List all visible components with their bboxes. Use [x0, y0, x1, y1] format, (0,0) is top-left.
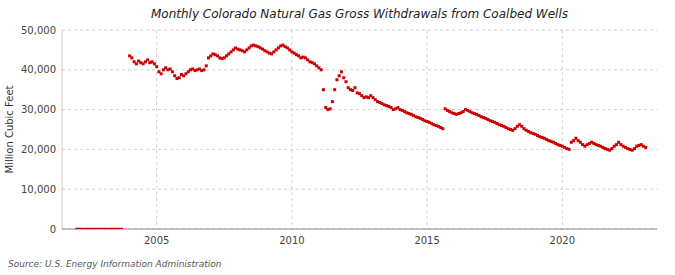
line-segment: [76, 228, 123, 229]
point: [130, 56, 133, 59]
point: [353, 86, 356, 89]
point: [205, 64, 208, 67]
point: [331, 100, 334, 103]
x-axis-line: [62, 229, 657, 230]
point: [322, 88, 325, 91]
point: [568, 148, 571, 151]
point: [155, 65, 158, 68]
point: [135, 62, 138, 65]
point: [351, 89, 354, 92]
point: [441, 127, 444, 130]
y-tick-label: 50,000: [21, 25, 56, 36]
chart: 0 10,000 20,000 30,000 40,000 50,000 2005 2010 2…: [0, 0, 675, 275]
y-grid-line: [62, 30, 657, 31]
point: [335, 78, 338, 81]
point: [342, 76, 345, 79]
point: [160, 72, 163, 75]
point: [644, 146, 647, 149]
x-grid-line: [156, 30, 157, 229]
y-axis-label: Million Cubic Feet: [4, 85, 15, 173]
point: [320, 68, 323, 71]
y-grid-line: [62, 69, 657, 70]
point: [169, 68, 172, 71]
y-grid-line: [62, 189, 657, 190]
y-tick-label: 20,000: [21, 144, 56, 155]
x-tick-label: 2020: [550, 235, 575, 246]
x-tick-label: 2005: [144, 235, 169, 246]
source-note: Source: U.S. Energy Information Administ…: [8, 259, 222, 269]
point: [171, 70, 174, 73]
y-tick-label: 40,000: [21, 64, 56, 75]
data: [76, 44, 648, 229]
point: [178, 76, 181, 79]
y-grid-line: [62, 229, 657, 230]
x-tick-label: 2010: [279, 235, 304, 246]
y-tick-label: 0: [50, 224, 56, 235]
x-grid-line: [291, 30, 292, 229]
point: [202, 68, 205, 71]
point: [340, 70, 343, 73]
y-grid-line: [62, 149, 657, 150]
point: [333, 88, 336, 91]
y-tick-label: 10,000: [21, 184, 56, 195]
title: Monthly Colorado Natural Gas Gross Withd…: [151, 7, 568, 21]
grid: [62, 30, 657, 229]
x-grid-line: [427, 30, 428, 229]
x-tick-label: 2015: [414, 235, 439, 246]
point: [338, 74, 341, 77]
point: [329, 107, 332, 110]
point: [153, 62, 156, 65]
y-axis-line: [62, 30, 63, 229]
point: [344, 80, 347, 83]
point: [173, 74, 176, 77]
y-tick-label: 30,000: [21, 104, 56, 115]
point: [146, 58, 149, 61]
x-grid-line: [562, 30, 563, 229]
y-grid-line: [62, 109, 657, 110]
